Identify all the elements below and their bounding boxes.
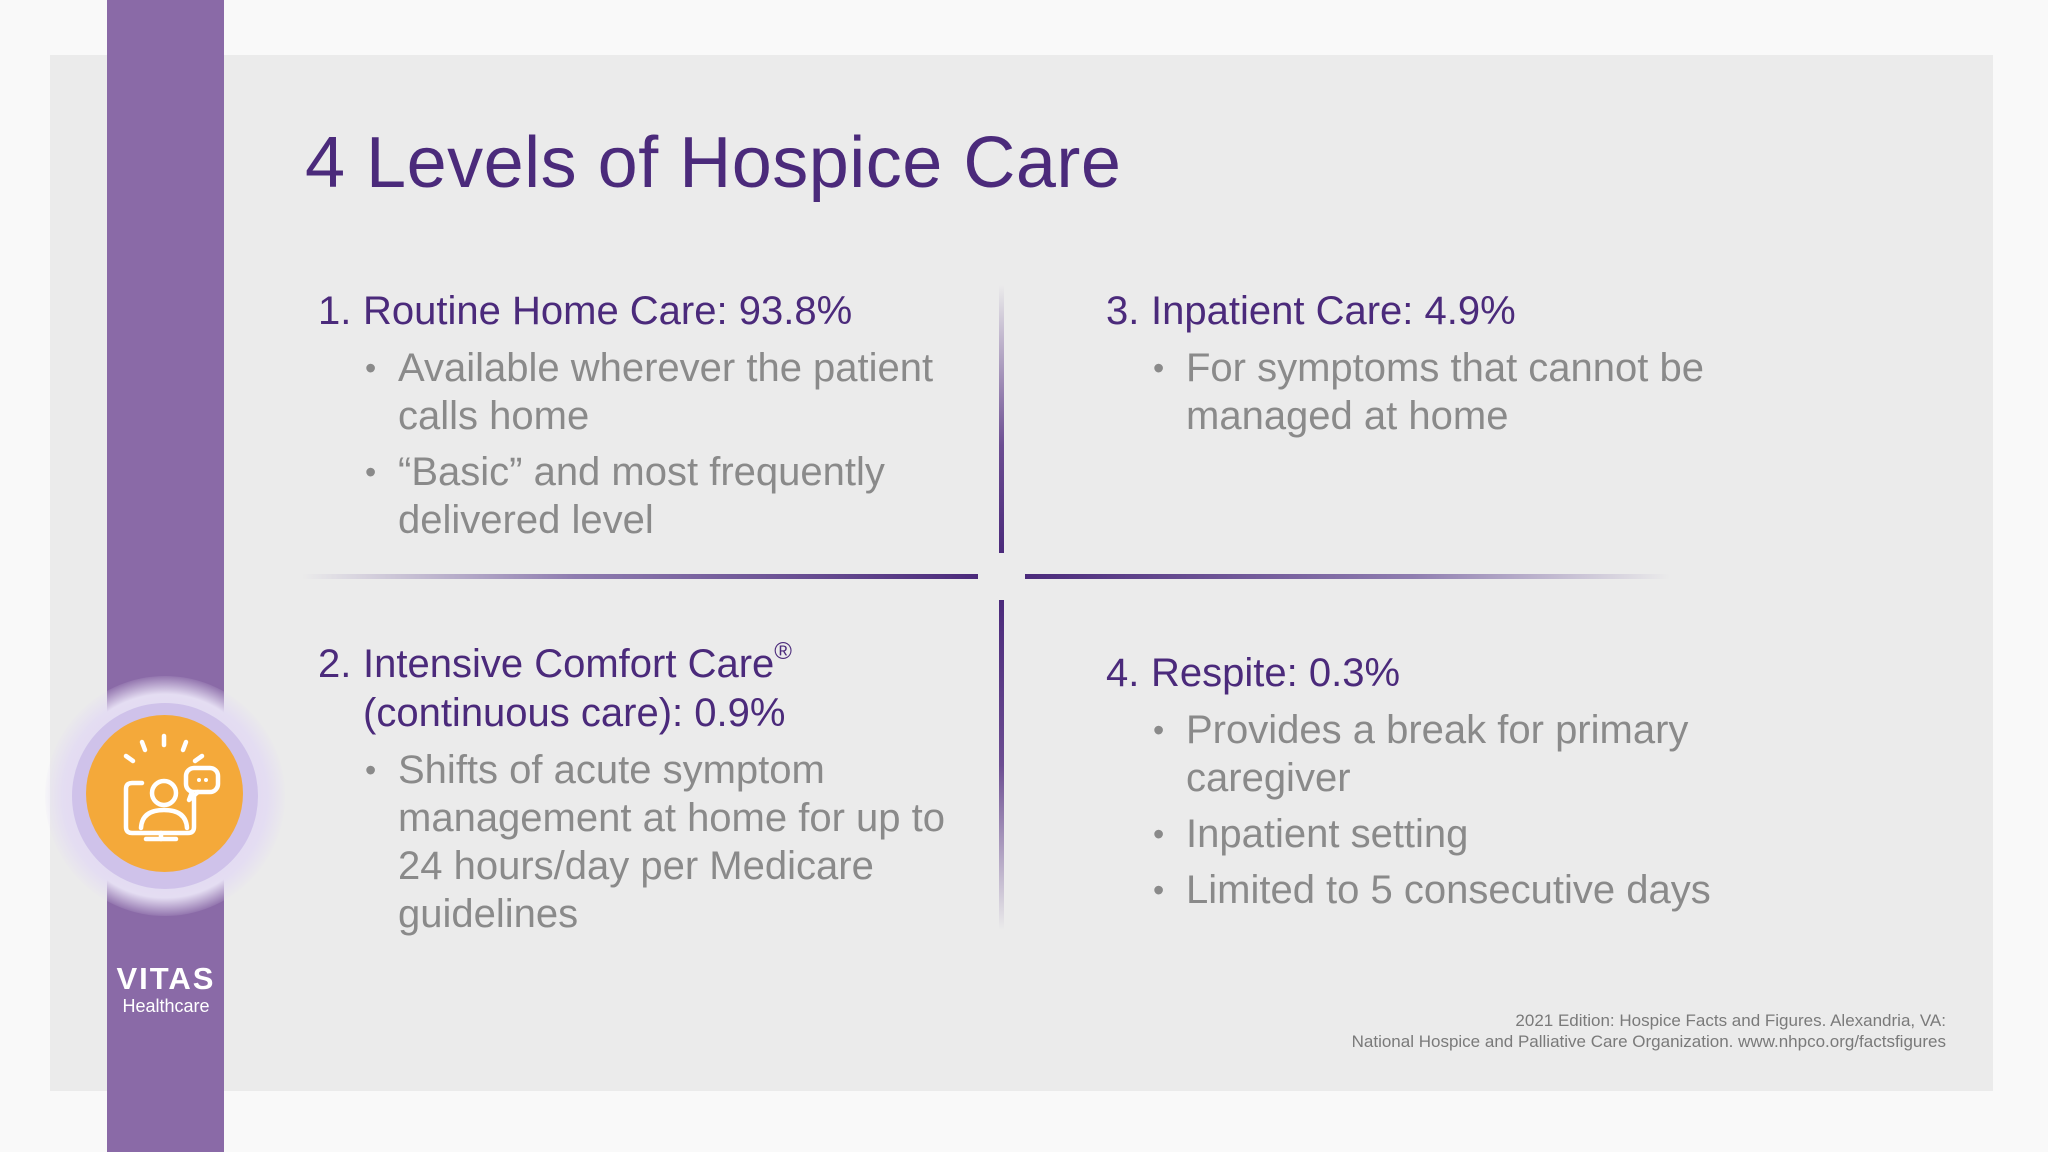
bullet-dot: • — [365, 350, 377, 386]
quadrant-heading-text: Routine Home Care: 93.8% — [363, 289, 853, 333]
bullet-list: • Shifts of acute symptom management at h… — [318, 746, 978, 938]
bullet-dot: • — [365, 454, 377, 490]
quadrant-number: 2. — [318, 642, 352, 686]
quadrant-heading-continued: (continuous care): 0.9% — [363, 691, 786, 735]
horizontal-divider-left — [302, 574, 978, 579]
vertical-divider-top — [999, 285, 1004, 553]
bullet-text: Shifts of acute symptom management at ho… — [398, 748, 945, 936]
bullet-list: • Available wherever the patient calls ho… — [318, 344, 958, 544]
quadrant-heading-text: Respite: 0.3% — [1151, 651, 1401, 695]
bullet-list: • For symptoms that cannot be managed at … — [1106, 344, 1746, 440]
quadrant-number: 1. — [318, 289, 352, 333]
person-at-monitor-chat-icon — [123, 733, 221, 842]
bullet-text: Limited to 5 consecutive days — [1186, 868, 1711, 912]
bullet-text: “Basic” and most frequently delivered le… — [398, 450, 885, 542]
bullet-dot: • — [1153, 350, 1165, 386]
bullet-item: • Shifts of acute symptom management at h… — [365, 746, 978, 938]
bullet-item: • Provides a break for primary caregiver — [1153, 706, 1806, 802]
quadrant-heading-text: Inpatient Care: 4.9% — [1151, 289, 1516, 333]
slide-panel — [50, 55, 1993, 1091]
bullet-item: • For symptoms that cannot be managed at … — [1153, 344, 1746, 440]
bullet-dot: • — [365, 752, 377, 788]
quadrant-heading: 4. Respite: 0.3% — [1106, 649, 1806, 698]
registered-mark: ® — [774, 638, 792, 665]
bullet-item: • “Basic” and most frequently delivered l… — [365, 448, 958, 544]
bullet-dot: • — [1153, 816, 1165, 852]
bullet-list: • Provides a break for primary caregiver … — [1106, 706, 1806, 914]
sidebar-bar — [107, 0, 224, 1152]
quadrant-number: 3. — [1106, 289, 1140, 333]
bullet-dot: • — [1153, 872, 1165, 908]
bullet-item: • Available wherever the patient calls ho… — [365, 344, 958, 440]
quadrant-heading: 3. Inpatient Care: 4.9% — [1106, 287, 1746, 336]
vitas-logo: VITAS Healthcare — [114, 961, 218, 1017]
bullet-dot: • — [1153, 712, 1165, 748]
citation-line-1: 2021 Edition: Hospice Facts and Figures.… — [1515, 1011, 1946, 1030]
vertical-divider-bottom — [999, 600, 1004, 930]
quadrant-heading: 2. Intensive Comfort Care® (continuous ca… — [318, 640, 978, 738]
logo-brand: VITAS — [116, 961, 216, 996]
quadrant-inpatient-care: 3. Inpatient Care: 4.9% • For symptoms tha… — [1106, 287, 1746, 440]
bullet-item: • Inpatient setting — [1153, 810, 1806, 858]
quadrant-routine-home-care: 1. Routine Home Care: 93.8% • Available wh… — [318, 287, 958, 544]
logo-subtitle: Healthcare — [122, 996, 210, 1016]
quadrant-number: 4. — [1106, 651, 1140, 695]
quadrant-intensive-comfort-care: 2. Intensive Comfort Care® (continuous ca… — [318, 640, 978, 938]
quadrant-heading-text: Intensive Comfort Care — [363, 642, 775, 686]
bullet-item: • Limited to 5 consecutive days — [1153, 866, 1806, 914]
bullet-text: For symptoms that cannot be managed at h… — [1186, 346, 1705, 438]
horizontal-divider-right — [1025, 574, 1670, 579]
bullet-text: Inpatient setting — [1186, 812, 1469, 856]
quadrant-heading: 1. Routine Home Care: 93.8% — [318, 287, 958, 336]
quadrant-respite: 4. Respite: 0.3% • Provides a break for pr… — [1106, 649, 1806, 914]
bullet-text: Available wherever the patient calls hom… — [398, 346, 934, 438]
slide-title: 4 Levels of Hospice Care — [305, 123, 1122, 203]
bullet-text: Provides a break for primary caregiver — [1186, 708, 1689, 800]
citation-line-2: National Hospice and Palliative Care Org… — [1351, 1032, 1946, 1051]
citation: 2021 Edition: Hospice Facts and Figures.… — [1352, 1010, 1946, 1052]
